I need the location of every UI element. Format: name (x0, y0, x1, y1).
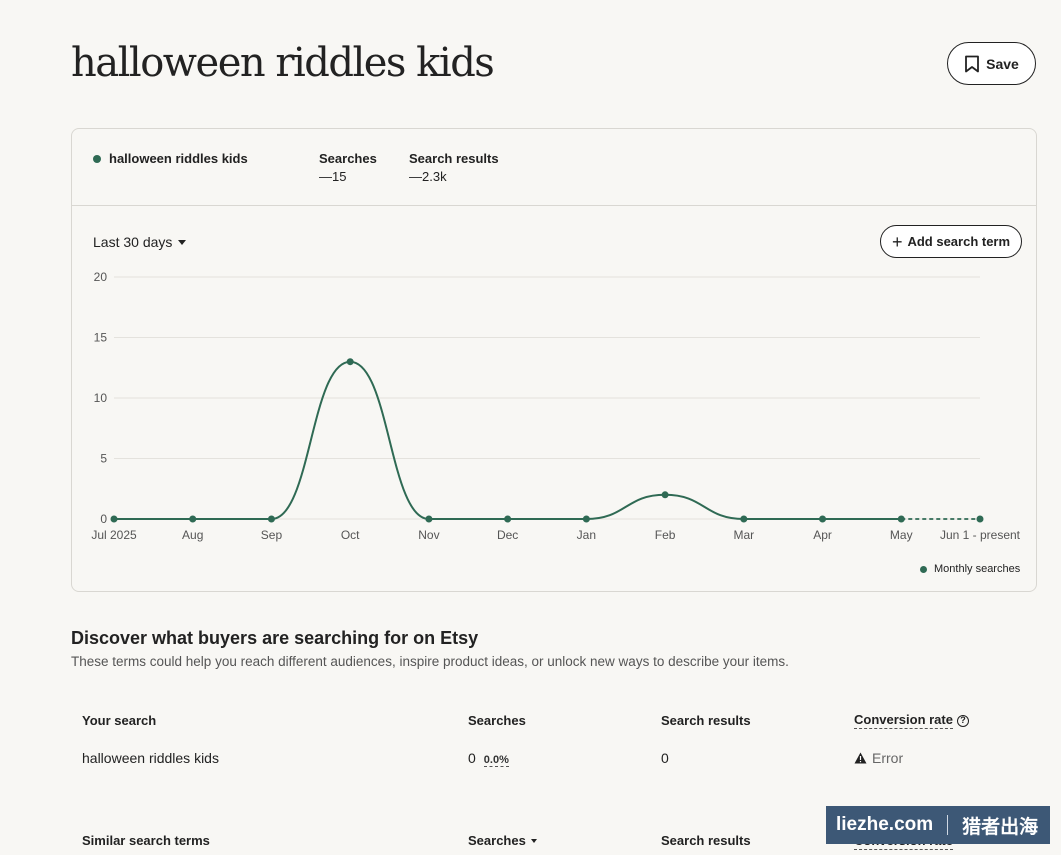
data-point (189, 515, 197, 523)
sort-caret-icon (530, 838, 537, 843)
add-search-term-label: Add search term (907, 234, 1011, 249)
discover-title: Discover what buyers are searching for o… (71, 628, 479, 648)
caret-down-icon (178, 239, 187, 245)
results-stat-value: —2.3k (409, 169, 447, 184)
help-icon[interactable]: ? (956, 714, 969, 727)
data-point (267, 515, 275, 523)
summary-term-label: halloween riddles kids (109, 151, 248, 166)
trend-card: halloween riddles kids Searches —15 Sear… (71, 128, 1037, 592)
x-tick-label: Apr (813, 528, 832, 542)
data-point (819, 515, 827, 523)
legend-dot-icon (920, 565, 927, 573)
bookmark-icon (965, 55, 980, 72)
col-searches: Searches (468, 713, 526, 728)
col-your-search: Your search (82, 713, 157, 728)
data-point (976, 515, 984, 523)
data-point (425, 515, 433, 523)
x-tick-label: Jul 2025 (91, 528, 137, 542)
series-line (114, 360, 902, 520)
watermark-site: liezhe.com (836, 814, 934, 835)
results-stat: Search results —2.3k (409, 151, 499, 184)
plus-icon: + (891, 231, 903, 252)
y-tick-label: 10 (94, 391, 108, 405)
summary-header: halloween riddles kids Searches —15 Sear… (72, 129, 1036, 206)
y-tick-label: 20 (94, 270, 108, 284)
row-searches-value: 0 (468, 750, 476, 766)
discover-subtitle: These terms could help you reach differe… (71, 654, 789, 669)
add-search-term-button[interactable]: + Add search term (880, 225, 1022, 258)
series-dot-icon (93, 154, 101, 163)
period-label: Last 30 days (93, 234, 173, 250)
data-point (897, 515, 905, 523)
legend-label: Monthly searches (934, 563, 1021, 575)
x-tick-label: Aug (182, 528, 203, 542)
conversion-rate-label: Conversion rate (854, 712, 953, 729)
summary-term: halloween riddles kids (93, 151, 248, 166)
searches-stat: Searches —15 (319, 151, 377, 184)
y-tick-label: 15 (94, 331, 108, 345)
watermark-brand: 猎者出海 (962, 816, 1039, 838)
page-title: halloween riddles kids (71, 40, 495, 86)
x-tick-label: Mar (733, 528, 754, 542)
y-tick-label: 0 (100, 512, 107, 526)
y-tick-label: 5 (100, 452, 107, 466)
x-tick-label: Oct (341, 528, 360, 542)
col-conversion-rate[interactable]: Conversion rate? (854, 712, 969, 729)
watermark-banner: liezhe.com 猎者出海 (826, 806, 1050, 844)
warning-icon (854, 752, 867, 764)
x-tick-label: May (890, 528, 913, 542)
chart-legend: Monthly searches (920, 563, 1020, 575)
x-tick-label: Dec (497, 528, 518, 542)
row-term: halloween riddles kids (82, 750, 219, 766)
x-tick-label: Feb (655, 528, 676, 542)
save-label: Save (986, 55, 1019, 72)
data-point (582, 515, 590, 523)
line-chart: 0 5 10 15 20 Jul 2025 Aug Sep Oct Nov Dec Jan Feb Mar… (91, 270, 1021, 542)
x-tick-label: Jan (577, 528, 596, 542)
period-dropdown[interactable]: Last 30 days (93, 234, 187, 250)
col-similar-terms: Similar search terms (82, 833, 210, 848)
searches-stat-label: Searches (319, 151, 377, 166)
watermark-divider (947, 815, 949, 835)
col-similar-searches-label: Searches (468, 833, 526, 848)
data-point (661, 491, 669, 499)
x-tick-label: Jun 1 - present (940, 528, 1021, 542)
row-conversion-value: Error (872, 750, 904, 766)
data-point (346, 358, 354, 366)
data-point (740, 515, 748, 523)
row-searches: 0 0.0% (468, 750, 509, 767)
col-similar-searches[interactable]: Searches (468, 833, 537, 848)
x-tick-label: Sep (261, 528, 283, 542)
x-tick-label: Nov (418, 528, 439, 542)
row-results: 0 (661, 750, 669, 766)
col-similar-results: Search results (661, 833, 751, 848)
data-point (110, 515, 118, 523)
searches-stat-value: —15 (319, 169, 347, 184)
data-point (504, 515, 512, 523)
results-stat-label: Search results (409, 151, 499, 166)
col-search-results: Search results (661, 713, 751, 728)
row-searches-change[interactable]: 0.0% (483, 754, 509, 767)
save-button[interactable]: Save (947, 42, 1036, 85)
row-conversion: Error (854, 750, 903, 766)
